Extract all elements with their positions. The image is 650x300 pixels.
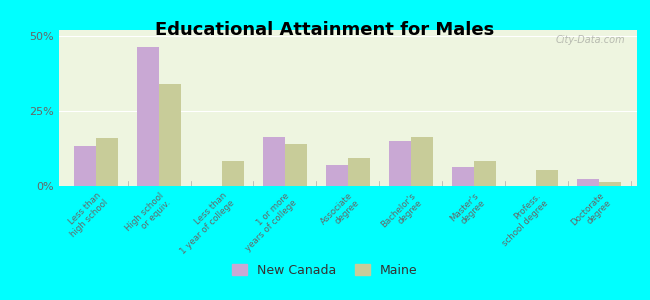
Bar: [577, 178, 599, 186]
Bar: [348, 158, 370, 186]
Bar: [96, 138, 118, 186]
Bar: [285, 144, 307, 186]
Text: City-Data.com: City-Data.com: [556, 35, 625, 45]
Bar: [452, 167, 473, 186]
Bar: [411, 136, 433, 186]
Bar: [389, 141, 411, 186]
Bar: [536, 169, 558, 186]
Text: Educational Attainment for Males: Educational Attainment for Males: [155, 21, 495, 39]
Bar: [74, 146, 96, 186]
Bar: [263, 136, 285, 186]
Bar: [137, 46, 159, 186]
Bar: [599, 182, 621, 186]
Bar: [473, 160, 495, 186]
Bar: [222, 160, 244, 186]
Bar: [326, 165, 348, 186]
Legend: New Canada, Maine: New Canada, Maine: [227, 259, 422, 282]
Bar: [159, 84, 181, 186]
